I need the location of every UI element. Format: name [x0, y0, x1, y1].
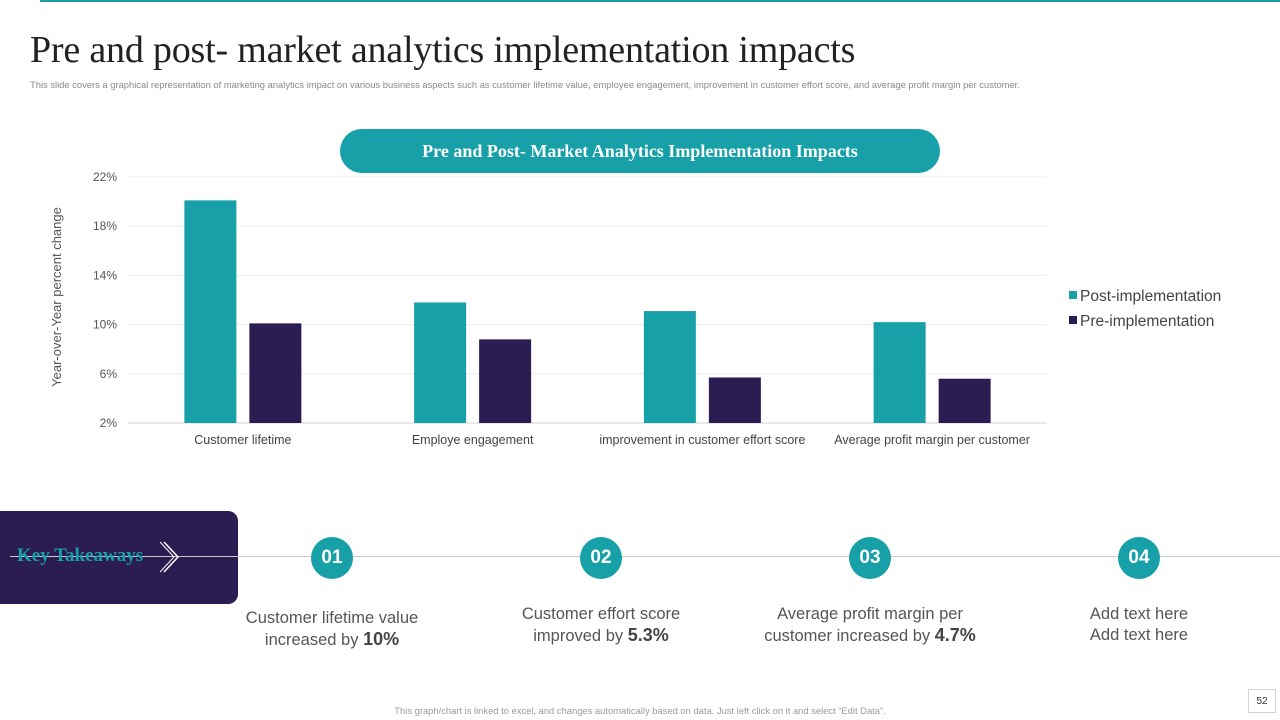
page-number: 52 [1248, 689, 1276, 713]
legend-label: Pre-implementation [1080, 313, 1214, 330]
takeaway-02-text: Customer effort score improved by 5.3% [491, 604, 711, 647]
takeaway-01-highlight: 10% [363, 629, 400, 649]
takeaway-01-text: Customer lifetime value increased by 10% [222, 608, 442, 651]
timeline-line [10, 556, 1280, 557]
takeaway-04-text: Add text here Add text here [1029, 604, 1249, 646]
takeaway-03-highlight: 4.7% [934, 625, 976, 645]
y-tick-label: 10% [93, 318, 117, 332]
y-tick-label: 6% [100, 367, 118, 381]
bar-pre-2 [708, 377, 761, 423]
bar-pre-0 [249, 323, 302, 423]
x-category-label: improvement in customer effort score [599, 433, 805, 447]
step-01-badge: 01 [311, 537, 353, 579]
takeaway-02-body: Customer effort score improved by [521, 605, 681, 645]
key-takeaways-label: Key Takeaways [17, 545, 144, 566]
takeaway-03-text: Average profit margin per customer incre… [760, 604, 980, 647]
page-subtitle: This slide covers a graphical representa… [30, 79, 1020, 90]
key-takeaways-panel [0, 511, 238, 604]
legend-swatch [1069, 316, 1077, 324]
x-category-label: Customer lifetime [194, 433, 291, 447]
takeaway-02-highlight: 5.3% [627, 625, 669, 645]
step-03-badge: 03 [849, 537, 891, 579]
bar-chart[interactable]: 22% 18% 14% 10% 6% 2% Year-over-Year percent c… [0, 0, 1280, 470]
step-04-badge: 04 [1118, 537, 1160, 579]
x-category-label: Average profit margin per customer [834, 433, 1030, 447]
bar-post-0 [184, 200, 237, 423]
chevron-right-icon [160, 541, 180, 573]
bar-pre-1 [479, 339, 532, 423]
takeaway-04-line-2: Add text here [1089, 626, 1189, 644]
bar-post-2 [643, 311, 696, 423]
bar-pre-3 [938, 378, 991, 423]
x-category-label: Employe engagement [412, 433, 534, 447]
legend-swatch [1069, 291, 1077, 299]
legend-label: Post-implementation [1080, 288, 1221, 305]
y-tick-label: 14% [93, 268, 117, 282]
y-tick-label: 18% [93, 219, 117, 233]
bar-post-1 [414, 302, 467, 423]
takeaway-04-line-1: Add text here [1089, 605, 1189, 623]
chart-title: Pre and Post- Market Analytics Implement… [340, 129, 940, 173]
top-accent-rule [40, 0, 1280, 2]
y-tick-label: 22% [93, 170, 117, 184]
takeaway-01-body: Customer lifetime value increased by [245, 609, 419, 649]
takeaway-03-body: Average profit margin per customer incre… [764, 605, 963, 645]
bar-post-3 [873, 322, 926, 423]
step-02-badge: 02 [580, 537, 622, 579]
y-axis-title: Year-over-Year percent change [49, 207, 64, 387]
y-tick-label: 2% [100, 416, 118, 430]
footnote: This graph/chart is linked to excel, and… [394, 705, 886, 716]
page-title: Pre and post- market analytics implement… [30, 29, 856, 71]
